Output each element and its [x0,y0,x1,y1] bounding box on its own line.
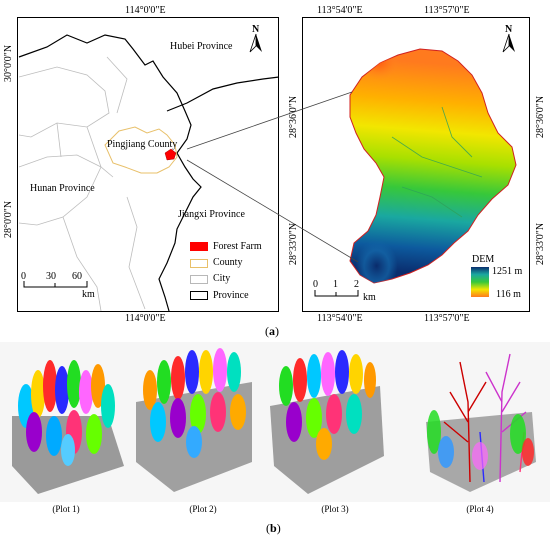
legend-swatch-county [190,259,208,268]
dem-bottom-longitude-1: 113°54'0"E [317,313,363,324]
scale-bar-right [314,290,359,297]
legend-label-city: City [213,273,231,284]
label-jiangxi-province: Jiangxi Province [178,209,245,220]
dem-top-longitude-2: 113°57'0"E [424,5,470,16]
point-cloud-plot-2 [136,348,252,492]
plot-caption-3: (Plot 3) [321,504,349,514]
legend-swatch-forest-farm [190,242,208,251]
scale-right-tick-1: 1 [333,279,338,290]
plot-caption-2: (Plot 2) [189,504,217,514]
point-cloud-plot-3 [270,350,384,494]
regional-map-frame [17,17,279,312]
label-hunan-province: Hunan Province [30,183,95,194]
dem-legend-min: 116 m [496,289,521,300]
dem-legend-max: 1251 m [492,266,523,277]
dem-legend-title: DEM [472,254,495,265]
regional-map-boundaries [18,34,280,312]
forest-farm-marker [164,148,177,161]
scale-right-unit: km [363,292,376,303]
point-cloud-plot-1 [12,360,124,494]
dem-map [349,48,517,284]
plot-caption-1: (Plot 1) [52,504,80,514]
label-hubei-province: Hubei Province [170,41,233,52]
label-pingjiang-county: Pingjiang County [107,139,178,150]
legend-swatch-city [190,275,208,284]
scale-left-unit: km [82,289,95,300]
panel-b-label: (b) [266,521,281,535]
panel-a-label: (a) [265,324,279,338]
left-bottom-longitude: 114°0'0"E [125,313,166,324]
dem-bottom-longitude-2: 113°57'0"E [424,313,470,324]
scale-left-tick-1: 30 [46,271,56,282]
scale-left-tick-0: 0 [21,271,26,282]
legend-label-county: County [213,257,243,268]
legend-swatch-province [190,291,208,300]
legend-label-province: Province [213,290,249,301]
map-legend: Forest Farm County City Province [186,237,276,307]
left-top-longitude: 114°0'0"E [125,5,166,16]
dem-map-frame [302,17,530,312]
inset-connector-lines [186,91,359,263]
north-label-left: N [252,24,260,35]
scale-bar-left [23,281,88,288]
north-arrow-left-icon [249,33,262,53]
north-arrow-right-icon [502,33,515,53]
dem-color-ramp [471,267,489,297]
scale-right-tick-2: 2 [354,279,359,290]
scale-left-tick-2: 60 [72,271,82,282]
legend-label-forest-farm: Forest Farm [213,241,262,252]
dem-top-longitude-1: 113°54'0"E [317,5,363,16]
scale-right-tick-0: 0 [313,279,318,290]
north-label-right: N [505,24,513,35]
point-cloud-plot-4 [426,353,536,492]
plot-caption-4: (Plot 4) [466,504,494,514]
